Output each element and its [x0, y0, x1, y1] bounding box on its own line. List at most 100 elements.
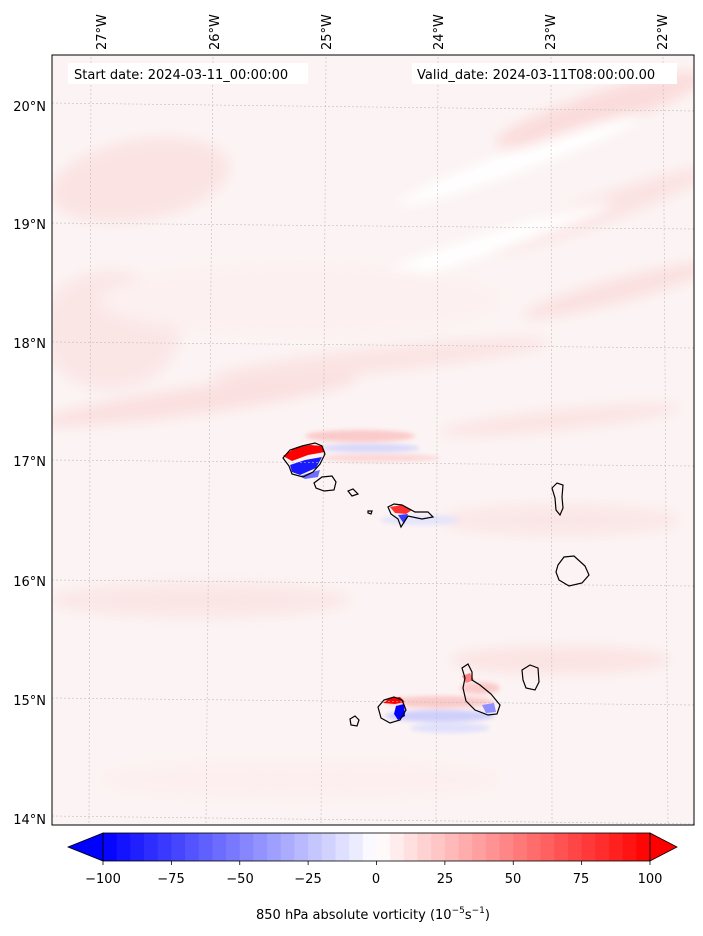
colorbar-segment: [403, 833, 419, 861]
map-frame: [51, 54, 695, 826]
colorbar-segment: [595, 833, 610, 861]
lon-label: 25°W: [320, 14, 335, 50]
colorbar-max-extend-arrow: [649, 832, 678, 862]
meridian-gridline: [435, 56, 439, 825]
colorbar-ticks: [102, 861, 651, 865]
negative-vorticity-core: [290, 457, 322, 475]
colorbar-segment: [376, 833, 391, 861]
colorbar-segment: [253, 833, 268, 861]
gridlines: [52, 56, 694, 825]
coastlines: [282, 442, 590, 727]
colorbar-segment: [171, 833, 186, 861]
colorbar-segment: [458, 833, 473, 861]
colorbar-tick-label: 0: [372, 872, 380, 887]
colorbar-tick-label: −25: [294, 872, 321, 887]
meridian-gridline: [88, 56, 92, 825]
colorbar-segment: [431, 833, 446, 861]
valid-date-label: Valid_date: 2024-03-11T08:00:00.00: [417, 68, 655, 83]
lat-label: 15°N: [13, 694, 46, 709]
colorbar-segment: [567, 833, 583, 861]
start-date-label: Start date: 2024-03-11_00:00:00: [74, 68, 288, 83]
colorbar-segment: [417, 833, 432, 861]
colorbar-label: 850 hPa absolute vorticity (10−5s−1): [256, 906, 490, 923]
lon-label: 26°W: [208, 14, 223, 50]
parallel-gridline: [52, 459, 694, 467]
colorbar-segment: [103, 833, 118, 861]
colorbar-tick-label: −100: [85, 872, 121, 887]
island-wakes: [305, 430, 500, 733]
colorbar-segment: [157, 833, 172, 861]
lat-label: 17°N: [13, 455, 46, 470]
colorbar-segment: [444, 833, 460, 861]
island-brava: [349, 715, 360, 727]
island-sao-nicolau: [387, 503, 435, 529]
colorbar-min-extend-arrow: [66, 832, 104, 862]
parallel-gridline: [52, 222, 694, 230]
parallel-gridline: [52, 102, 694, 112]
lat-label: 20°N: [13, 100, 46, 115]
island-sao-vicente: [313, 475, 337, 492]
colorbar-segment: [280, 833, 295, 861]
colorbar-segment: [554, 833, 569, 861]
map-panel: [51, 54, 695, 826]
colorbar-tick-label: 75: [573, 872, 590, 887]
meridian-gridline: [662, 56, 669, 825]
lon-label: 23°W: [544, 14, 559, 50]
colorbar-segment: [294, 833, 309, 861]
colorbar-segment: [499, 833, 514, 861]
colorbar-segment: [622, 833, 637, 861]
island-santo-antao: [282, 442, 326, 478]
lat-tick-labels: 20°N 19°N 18°N 17°N 16°N 15°N 14°N: [13, 100, 46, 828]
meridian-gridline: [320, 56, 327, 825]
lat-label: 14°N: [13, 813, 46, 828]
colorbar-segment: [212, 833, 227, 861]
colorbar-segment: [130, 833, 145, 861]
colorbar-segment: [226, 833, 241, 861]
start-date-box: [68, 63, 308, 84]
colorbar-tick-label: 100: [638, 872, 663, 887]
colorbar-segment: [581, 833, 596, 861]
lon-label: 22°W: [656, 14, 671, 50]
colorbar-segment: [144, 833, 159, 861]
colorbar-segment: [349, 833, 364, 861]
lat-label: 19°N: [13, 218, 46, 233]
date-header: Start date: 2024-03-11_00:00:00 Valid_da…: [68, 63, 677, 84]
background-streaks: [52, 71, 694, 800]
colorbar-tick-label: −50: [226, 872, 253, 887]
colorbar-segments: [103, 833, 651, 861]
parallel-gridline: [52, 579, 694, 587]
island-maio: [521, 664, 540, 691]
island-fogo: [377, 696, 407, 724]
colorbar-segment: [198, 833, 213, 861]
island-branco: [367, 510, 373, 515]
colorbar-segment: [239, 833, 254, 861]
lon-label: 27°W: [95, 14, 110, 50]
island-boa-vista: [555, 555, 590, 587]
parallel-gridline: [52, 815, 694, 825]
meridian-gridline: [550, 56, 553, 825]
colorbar-segment: [608, 833, 624, 861]
island-santa-luzia: [347, 488, 360, 497]
colorbar-segment: [185, 833, 200, 861]
lon-tick-labels: 27°W 26°W 25°W 24°W 23°W 22°W: [95, 14, 671, 50]
island-sal: [551, 482, 564, 517]
colorbar-tick-label: 50: [505, 872, 522, 887]
colorbar-segment: [116, 833, 131, 861]
parallel-gridline: [52, 341, 694, 349]
colorbar-segment: [485, 833, 501, 861]
colorbar-segment: [335, 833, 350, 861]
colorbar-segment: [513, 833, 528, 861]
colorbar-segment: [472, 833, 487, 861]
lat-label: 18°N: [13, 337, 46, 352]
lon-label: 24°W: [432, 14, 447, 50]
vorticity-field: [52, 71, 694, 800]
meridian-gridline: [205, 56, 214, 825]
colorbar-segment: [540, 833, 555, 861]
lat-label: 16°N: [13, 575, 46, 590]
colorbar: −100 −75 −50 −25 0 25 50 75 100 850 hPa …: [66, 832, 678, 923]
colorbar-tick-label: 25: [437, 872, 454, 887]
island-santiago: [461, 663, 501, 716]
parallel-gridline: [52, 697, 694, 706]
valid-date-box: [412, 63, 677, 84]
